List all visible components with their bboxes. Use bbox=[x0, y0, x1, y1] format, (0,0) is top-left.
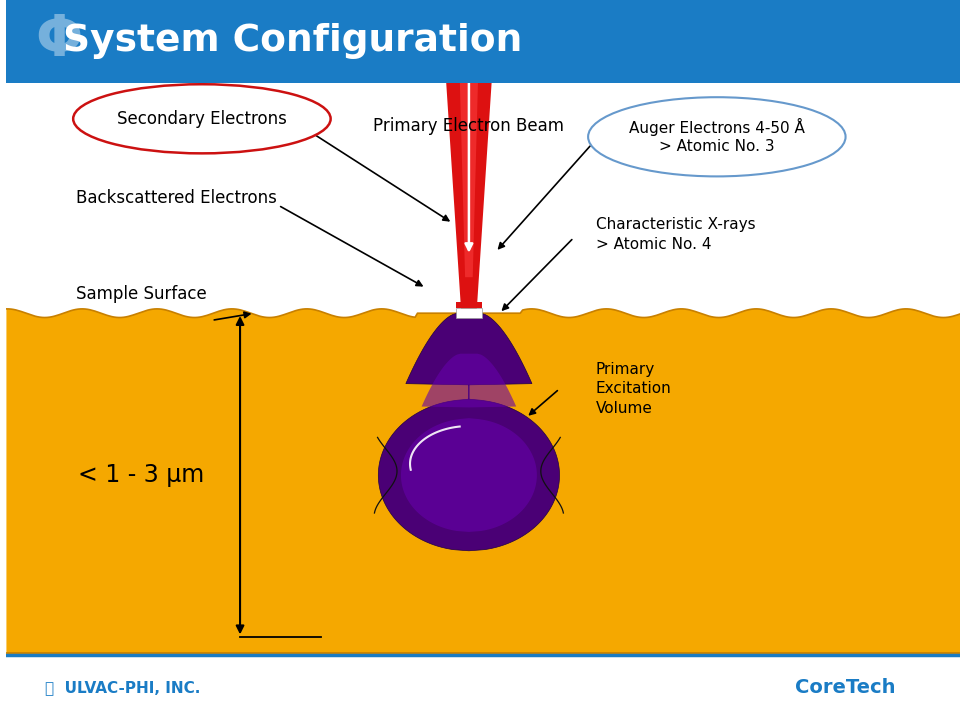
Text: Φ: Φ bbox=[36, 14, 83, 68]
FancyBboxPatch shape bbox=[7, 655, 960, 720]
Text: Sample Surface: Sample Surface bbox=[76, 285, 206, 303]
Polygon shape bbox=[458, 22, 480, 277]
Text: > Atomic No. 4: > Atomic No. 4 bbox=[596, 238, 711, 252]
Text: Secondary Electrons: Secondary Electrons bbox=[117, 110, 287, 128]
Polygon shape bbox=[401, 354, 537, 532]
Text: Auger Electrons 4-50 Å: Auger Electrons 4-50 Å bbox=[629, 117, 804, 136]
Ellipse shape bbox=[588, 97, 846, 176]
Text: Characteristic X-rays: Characteristic X-rays bbox=[596, 217, 756, 232]
Text: Volume: Volume bbox=[596, 401, 653, 415]
Text: > Atomic No. 3: > Atomic No. 3 bbox=[659, 140, 775, 154]
Text: CoreTech: CoreTech bbox=[795, 678, 896, 697]
Text: System Configuration: System Configuration bbox=[62, 24, 522, 60]
Text: Excitation: Excitation bbox=[596, 382, 671, 396]
FancyBboxPatch shape bbox=[7, 83, 960, 655]
Text: Primary Electron Beam: Primary Electron Beam bbox=[373, 117, 564, 135]
Ellipse shape bbox=[73, 84, 330, 153]
Text: < 1 - 3 μm: < 1 - 3 μm bbox=[78, 463, 204, 487]
Polygon shape bbox=[443, 22, 495, 313]
Polygon shape bbox=[378, 313, 560, 551]
FancyBboxPatch shape bbox=[456, 308, 482, 318]
Text: Primary: Primary bbox=[596, 362, 655, 377]
FancyBboxPatch shape bbox=[7, 0, 960, 83]
FancyBboxPatch shape bbox=[456, 302, 482, 308]
Text: Backscattered Electrons: Backscattered Electrons bbox=[76, 189, 276, 207]
Polygon shape bbox=[7, 309, 960, 655]
Text: ⓘ  ULVAC-PHI, INC.: ⓘ ULVAC-PHI, INC. bbox=[44, 680, 200, 695]
Text: Φ: Φ bbox=[851, 600, 875, 627]
